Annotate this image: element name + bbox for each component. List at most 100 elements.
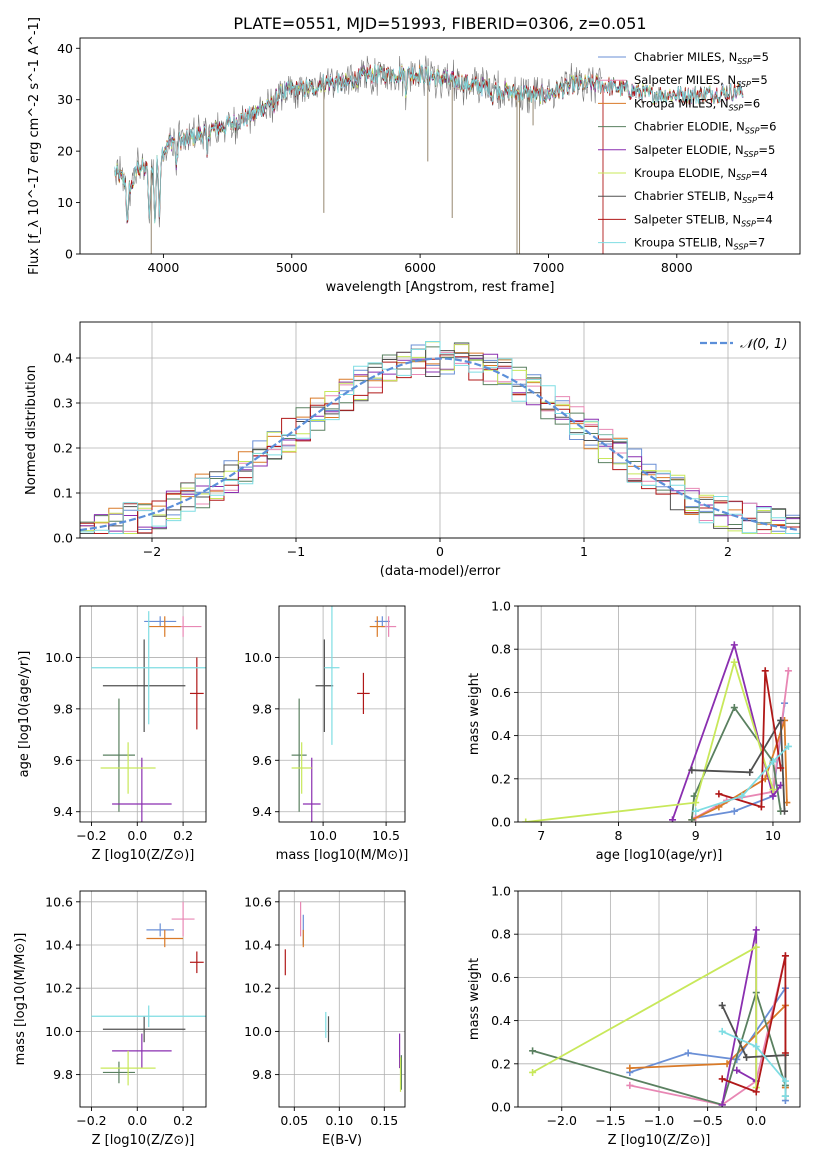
plot-area: [529, 926, 789, 1107]
weight-point-marker: [781, 952, 789, 960]
y-tick-label: 9.8: [252, 701, 272, 716]
y-tick-label: 1.0: [491, 599, 511, 614]
weight-point-marker: [752, 1088, 760, 1096]
y-tick-label: 9.4: [53, 804, 73, 819]
x-tick-label: 0: [436, 544, 444, 559]
plot-area: [91, 611, 206, 822]
legend-entry: Salpeter MILES, NSSP=5: [634, 73, 768, 89]
legend-entry: Salpeter ELODIE, NSSP=5: [634, 143, 775, 159]
y-tick-label: 0: [65, 247, 73, 262]
y-tick-label: 0.2: [491, 771, 511, 786]
weight-point-marker: [688, 816, 696, 822]
x-axis-label: mass [log10(M/M⊙)]: [276, 848, 409, 863]
x-tick-label: −0.2: [76, 828, 106, 843]
panel-spectrum: 4000 5000 6000 7000 8000 0 10 20 30 40 wavelength …: [27, 17, 801, 295]
weight-series-line: [532, 989, 787, 1106]
x-tick-label: −2.0: [547, 1113, 577, 1128]
y-tick-label: 0.4: [491, 728, 511, 743]
plot-area: [91, 901, 206, 1086]
y-tick-label: 10.2: [45, 981, 73, 996]
y-tick-label: 0.2: [491, 1056, 511, 1071]
weight-point-marker: [718, 1075, 726, 1083]
figure-title: PLATE=0551, MJD=51993, FIBERID=0306, z=0…: [233, 14, 646, 33]
weight-point-marker: [784, 742, 792, 750]
y-tick-label: 9.6: [252, 753, 272, 768]
x-tick-label: 10.5: [372, 828, 400, 843]
y-tick-label: 10.0: [45, 1024, 73, 1039]
y-tick-label: 0.6: [491, 685, 511, 700]
x-tick-label: −1.5: [595, 1113, 625, 1128]
legend-entry: Chabrier ELODIE, NSSP=6: [634, 120, 776, 136]
weight-point-marker: [692, 799, 700, 807]
x-tick-label: 0.0: [127, 828, 147, 843]
y-tick-label: 0.0: [491, 1100, 511, 1115]
histogram-series: [80, 341, 800, 534]
spectrum-model-line: [114, 63, 744, 224]
normal-reference-curve: [80, 357, 800, 532]
x-tick-label: 0.0: [746, 1113, 766, 1128]
axes-frame: [278, 890, 406, 1108]
y-tick-label: 10.6: [244, 894, 272, 909]
y-tick-label: 0.3: [53, 396, 73, 411]
y-tick-label: 0.4: [53, 351, 73, 366]
weight-series-line: [721, 1030, 787, 1097]
legend-entry: Chabrier STELIB, NSSP=4: [634, 189, 774, 205]
axes-frame: [79, 605, 207, 823]
legend-entry: Chabrier MILES, NSSP=5: [634, 50, 769, 66]
x-tick-label: 1: [580, 544, 588, 559]
x-tick-label: −1: [287, 544, 305, 559]
y-tick-label: 10: [57, 195, 73, 210]
weight-point-marker: [626, 1081, 634, 1089]
plot-area: [80, 341, 800, 534]
weight-point-marker: [529, 1068, 537, 1076]
y-tick-label: 0.4: [491, 1013, 511, 1028]
x-tick-label: 4000: [148, 260, 180, 275]
y-axis-label: Normed distribution: [24, 365, 39, 495]
weight-point-marker: [781, 1077, 789, 1085]
legend-entry: Kroupa ELODIE, NSSP=4: [634, 166, 768, 182]
y-tick-label: 10.0: [244, 1024, 272, 1039]
weight-point-marker: [769, 786, 777, 794]
y-tick-label: 9.8: [252, 1067, 272, 1082]
y-tick-label: 20: [57, 144, 73, 159]
x-tick-label: 0.2: [173, 1113, 193, 1128]
y-axis-label: Flux [f_λ 10^-17 erg cm^-2 s^-1 A^-1]: [27, 17, 42, 275]
y-tick-label: 0.2: [53, 441, 73, 456]
axes-frame: [79, 890, 207, 1108]
weight-point-marker: [738, 792, 746, 800]
y-tick-label: 10.4: [244, 938, 272, 953]
weight-point-marker: [730, 807, 738, 815]
x-axis-label: Z [log10(Z/Z⊙)]: [92, 848, 195, 863]
weight-series-line: [629, 955, 787, 1106]
x-tick-label: 7000: [533, 260, 565, 275]
legend-entry: 𝒩(0, 1): [740, 337, 787, 352]
weight-series-line: [525, 658, 774, 822]
y-axis-label: mass weight: [467, 958, 482, 1040]
legend-entry: Kroupa STELIB, NSSP=7: [634, 236, 765, 252]
weight-point-marker: [626, 1064, 634, 1072]
x-tick-label: 0.10: [325, 1113, 353, 1128]
weight-series-line: [690, 705, 782, 820]
plot-area: [522, 641, 792, 822]
plot-area: [114, 55, 744, 254]
weight-point-marker: [730, 704, 738, 712]
panels: 4000 5000 6000 7000 8000010203040wavelength …: [13, 17, 801, 1148]
x-tick-label: 9: [692, 828, 700, 843]
x-axis-label: Z [log10(Z/Z⊙)]: [92, 1133, 195, 1148]
y-tick-label: 9.8: [53, 1067, 73, 1082]
x-tick-label: 8: [614, 828, 622, 843]
weight-point-marker: [669, 816, 677, 822]
weight-point-marker: [730, 658, 738, 666]
x-tick-label: 8000: [661, 260, 693, 275]
axes-frame: [278, 605, 406, 823]
y-tick-label: 10.4: [45, 938, 73, 953]
y-tick-label: 0.1: [53, 486, 73, 501]
y-tick-label: 9.8: [53, 701, 73, 716]
y-axis-label: mass [log10(M/M⊙)]: [13, 933, 28, 1066]
x-tick-label: 0.2: [173, 828, 193, 843]
weight-series-line: [718, 670, 782, 809]
y-axis-label: mass weight: [467, 673, 482, 755]
x-tick-label: 6000: [404, 260, 436, 275]
x-tick-label: 0.15: [370, 1113, 398, 1128]
x-tick-label: −1.0: [644, 1113, 674, 1128]
